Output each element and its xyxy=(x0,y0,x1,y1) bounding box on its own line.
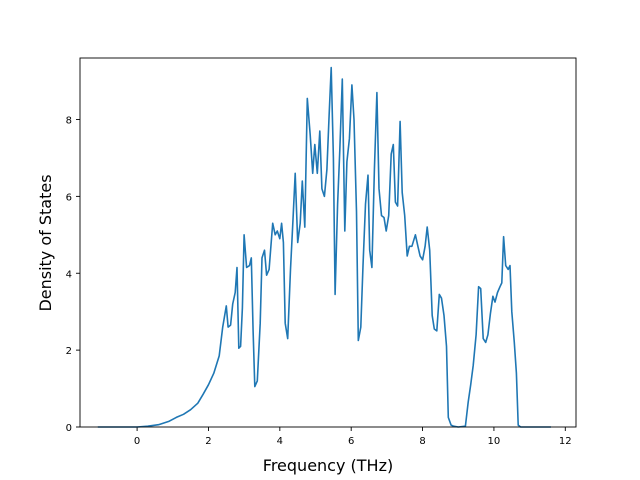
x-tick-label: 6 xyxy=(348,436,354,447)
plot-frame xyxy=(79,57,577,428)
y-tick-label: 6 xyxy=(66,192,72,203)
x-tick-label: 4 xyxy=(277,436,283,447)
y-axis-ticks: 0 2 4 6 8 xyxy=(66,116,80,434)
series-line xyxy=(97,66,551,428)
y-tick-label: 2 xyxy=(66,346,72,357)
x-tick-label: 12 xyxy=(559,436,572,447)
x-tick-label: 0 xyxy=(134,436,140,447)
x-axis-label: Frequency (THz) xyxy=(263,456,393,475)
x-axis-ticks: 0 2 4 6 8 10 12 xyxy=(134,427,572,447)
y-tick-label: 4 xyxy=(66,269,72,280)
x-tick-label: 8 xyxy=(419,436,425,447)
y-tick-label: 0 xyxy=(66,423,72,434)
y-tick-label: 8 xyxy=(66,116,72,127)
x-tick-label: 10 xyxy=(488,436,501,447)
x-tick-label: 2 xyxy=(205,436,211,447)
y-axis-label: Density of States xyxy=(36,174,55,311)
